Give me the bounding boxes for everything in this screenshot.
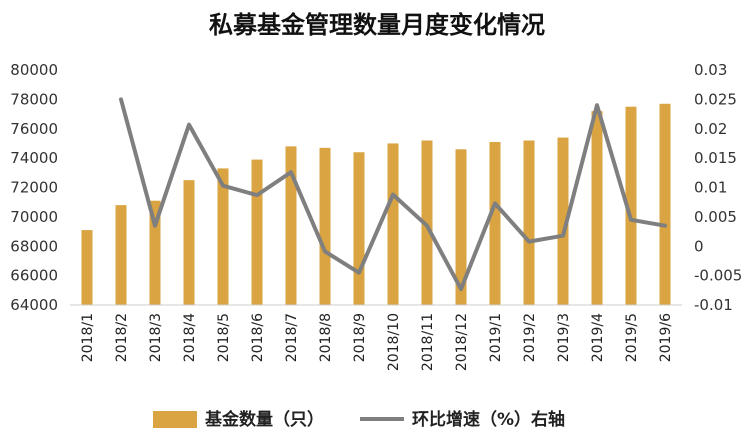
x-axis-tick-label: 2019/1 [488, 313, 504, 362]
left-axis-tick-label: 64000 [10, 296, 58, 314]
right-axis-tick-label: 0.025 [694, 90, 737, 108]
right-axis-tick-label: -0.01 [694, 296, 733, 314]
x-axis-tick-label: 2018/4 [182, 313, 198, 362]
chart-title: 私募基金管理数量月度变化情况 [209, 11, 545, 39]
x-axis-tick-label: 2018/6 [250, 313, 266, 362]
left-axis-tick-label: 70000 [10, 208, 58, 226]
left-axis-tick-label: 74000 [10, 149, 58, 167]
x-axis-tick-label: 2018/10 [386, 313, 402, 371]
x-axis-tick-label: 2018/5 [216, 313, 232, 362]
right-axis-tick-label: 0 [694, 237, 704, 255]
bar [557, 137, 569, 305]
bar [455, 149, 467, 305]
left-axis-tick-label: 78000 [10, 90, 58, 108]
x-axis-tick-label: 2018/7 [284, 313, 300, 362]
legend: 基金数量（只） 环比增速（%）右轴 [153, 409, 565, 430]
bar-series [81, 103, 671, 305]
bar [625, 106, 637, 305]
bar [489, 141, 501, 305]
x-axis-tick-label: 2019/2 [522, 313, 538, 362]
x-axis-tick-label: 2019/3 [556, 313, 572, 362]
left-axis-tick-label: 68000 [10, 237, 58, 255]
bar [353, 152, 365, 305]
left-axis-tick-label: 80000 [10, 61, 58, 79]
legend-bar-swatch [153, 411, 197, 428]
x-axis-tick-label: 2018/11 [420, 313, 436, 371]
bar [217, 168, 229, 305]
x-axis-tick-label: 2019/5 [624, 313, 640, 362]
bar [81, 230, 93, 305]
left-axis-tick-label: 66000 [10, 267, 58, 285]
growth-line [119, 97, 667, 292]
bar [183, 180, 195, 305]
x-axis-tick-label: 2019/6 [658, 313, 674, 362]
x-axis-tick-label: 2018/9 [352, 313, 368, 362]
bar [319, 147, 331, 305]
legend-line-label: 环比增速（%）右轴 [412, 409, 565, 430]
x-axis-labels: 2018/1 2018/2 2018/3 2018/4 2018/5 2018/6 2018… [80, 313, 674, 371]
x-axis-tick-label: 2019/4 [590, 313, 606, 362]
bar [149, 200, 161, 305]
bar [591, 111, 603, 305]
right-axis-tick-label: -0.005 [694, 267, 742, 285]
bar [251, 159, 263, 305]
x-axis-tick-label: 2018/12 [454, 313, 470, 371]
legend-bar-label: 基金数量（只） [204, 409, 324, 430]
bar [421, 140, 433, 305]
x-axis-tick-label: 2018/3 [148, 313, 164, 362]
left-axis: 80000 78000 76000 74000 72000 70000 68000 66000… [10, 61, 58, 314]
x-axis-tick-label: 2018/2 [114, 313, 130, 362]
bar [115, 205, 127, 305]
right-axis-tick-label: 0.005 [694, 208, 737, 226]
bar [387, 143, 399, 305]
line-series [119, 97, 667, 292]
left-axis-tick-label: 76000 [10, 120, 58, 138]
bar [523, 140, 535, 305]
x-axis-tick-label: 2018/1 [80, 313, 96, 362]
right-axis-tick-label: 0.01 [694, 179, 727, 197]
left-axis-tick-label: 72000 [10, 179, 58, 197]
right-axis-tick-label: 0.015 [694, 149, 737, 167]
x-axis-tick-label: 2018/8 [318, 313, 334, 362]
right-axis-tick-label: 0.03 [694, 61, 727, 79]
bar [659, 103, 671, 305]
bar [285, 146, 297, 305]
right-axis: 0.03 0.025 0.02 0.015 0.01 0.005 0 -0.005 -0.01 [694, 61, 742, 314]
right-axis-tick-label: 0.02 [694, 120, 727, 138]
